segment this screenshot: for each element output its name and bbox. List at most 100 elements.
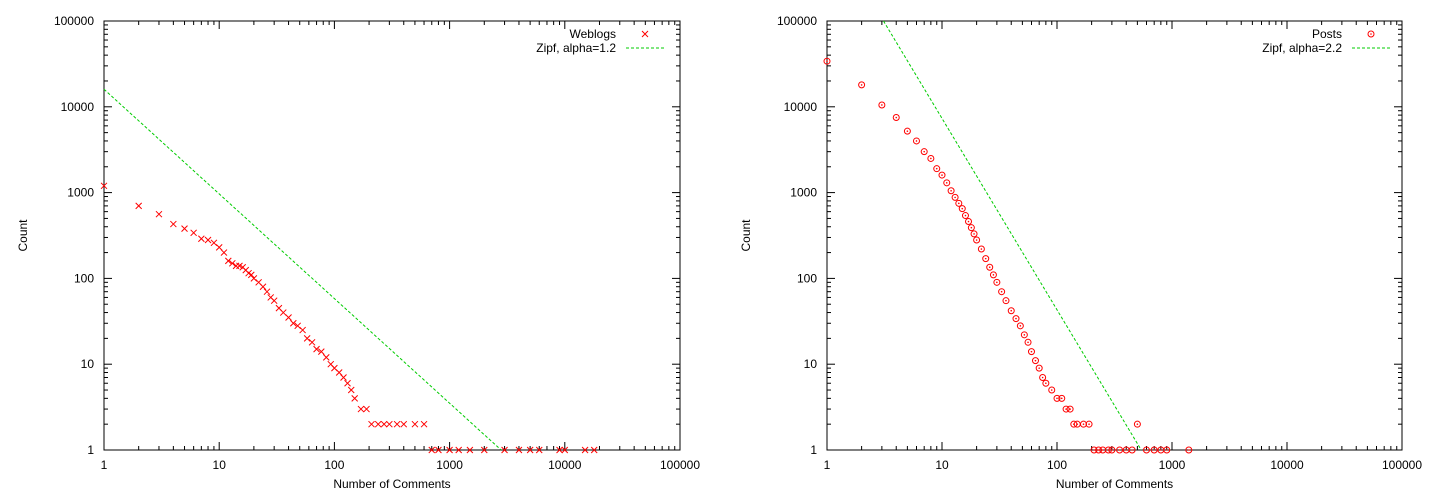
data-point bbox=[823, 57, 831, 65]
x-tick-label: 1 bbox=[824, 458, 831, 472]
data-point bbox=[411, 420, 419, 428]
data-point bbox=[943, 179, 951, 187]
data-point bbox=[480, 446, 488, 454]
data-point bbox=[1007, 307, 1015, 315]
data-point bbox=[247, 271, 255, 279]
data-point bbox=[155, 210, 163, 218]
y-tick-label: 1 bbox=[810, 443, 817, 457]
legend-marker-sample bbox=[1367, 30, 1375, 38]
x-tick-label: 1000 bbox=[1159, 458, 1186, 472]
data-point bbox=[303, 335, 311, 342]
data-point bbox=[455, 446, 463, 454]
data-point bbox=[1095, 446, 1103, 454]
data-point bbox=[965, 218, 973, 226]
data-point bbox=[961, 212, 969, 220]
data-point bbox=[561, 446, 569, 454]
fit-line bbox=[883, 20, 1142, 451]
x-tick-label: 100000 bbox=[1382, 458, 1422, 472]
y-tick-label: 1000 bbox=[790, 186, 817, 200]
data-point bbox=[351, 394, 359, 402]
data-point bbox=[259, 283, 267, 291]
legend-label: Zipf, alpha=1.2 bbox=[536, 41, 616, 55]
y-tick-label: 1 bbox=[87, 443, 94, 457]
fit-line bbox=[103, 88, 502, 451]
data-point bbox=[526, 446, 534, 454]
data-point bbox=[892, 114, 900, 122]
data-point bbox=[1150, 446, 1158, 454]
x-tick-label: 1 bbox=[101, 458, 108, 472]
data-point bbox=[400, 420, 408, 428]
series-weblogs bbox=[100, 182, 598, 454]
data-point bbox=[955, 199, 963, 207]
data-point bbox=[1012, 315, 1020, 323]
data-point bbox=[435, 446, 442, 454]
data-point bbox=[313, 345, 320, 353]
series-posts bbox=[823, 57, 1193, 454]
series-zipf-alpha-1-2 bbox=[103, 88, 502, 451]
data-point bbox=[1048, 386, 1056, 394]
data-point bbox=[903, 127, 911, 135]
data-point bbox=[501, 446, 508, 454]
data-point bbox=[951, 193, 959, 201]
y-tick-label: 1000 bbox=[67, 186, 94, 200]
data-point bbox=[556, 446, 563, 454]
data-point bbox=[967, 224, 975, 232]
data-point bbox=[535, 446, 543, 454]
data-point bbox=[170, 220, 177, 228]
x-tick-label: 10000 bbox=[1270, 458, 1304, 472]
data-point bbox=[958, 205, 966, 213]
data-point bbox=[322, 354, 330, 361]
data-point bbox=[970, 230, 978, 238]
y-tick-label: 10 bbox=[804, 357, 818, 371]
data-point bbox=[428, 446, 436, 454]
x-tick-label: 100 bbox=[1047, 458, 1067, 472]
data-point bbox=[973, 236, 981, 244]
data-point bbox=[1024, 338, 1032, 346]
data-point bbox=[938, 171, 946, 179]
x-tick-label: 1000 bbox=[436, 458, 463, 472]
y-tick-label: 100 bbox=[797, 271, 817, 285]
data-point bbox=[285, 314, 292, 321]
data-point bbox=[1085, 420, 1093, 428]
data-point bbox=[1133, 420, 1141, 428]
series-zipf-alpha-2-2 bbox=[883, 20, 1142, 451]
data-point bbox=[198, 235, 205, 243]
data-point bbox=[317, 348, 325, 356]
data-point bbox=[228, 259, 236, 267]
y-tick-label: 100000 bbox=[777, 14, 817, 28]
data-point bbox=[1035, 364, 1043, 372]
data-point bbox=[581, 446, 589, 454]
data-point bbox=[1058, 394, 1066, 402]
data-point bbox=[368, 420, 375, 428]
data-point bbox=[308, 338, 316, 346]
data-point bbox=[1066, 405, 1074, 413]
data-point bbox=[977, 245, 985, 253]
data-point bbox=[1020, 331, 1028, 339]
y-axis-label: Count bbox=[739, 219, 753, 252]
data-point bbox=[1016, 322, 1024, 330]
data-point bbox=[1185, 446, 1193, 454]
data-point bbox=[947, 187, 955, 195]
y-tick-label: 10 bbox=[81, 357, 95, 371]
x-tick-label: 100000 bbox=[660, 458, 700, 472]
data-point bbox=[1027, 348, 1035, 356]
legend-label: Posts bbox=[1312, 27, 1342, 41]
data-point bbox=[204, 236, 212, 244]
data-point bbox=[1039, 373, 1047, 381]
data-point bbox=[299, 326, 306, 334]
data-point bbox=[1062, 405, 1070, 413]
data-point bbox=[998, 288, 1006, 296]
data-point bbox=[1108, 446, 1116, 454]
data-point bbox=[347, 386, 355, 394]
data-point bbox=[279, 309, 287, 316]
y-tick-label: 100 bbox=[74, 271, 94, 285]
data-point bbox=[878, 101, 886, 109]
data-point bbox=[590, 446, 598, 454]
data-point bbox=[357, 405, 365, 413]
data-point bbox=[420, 420, 428, 428]
data-point bbox=[263, 288, 271, 296]
data-point bbox=[380, 420, 388, 428]
x-tick-label: 10 bbox=[935, 458, 949, 472]
